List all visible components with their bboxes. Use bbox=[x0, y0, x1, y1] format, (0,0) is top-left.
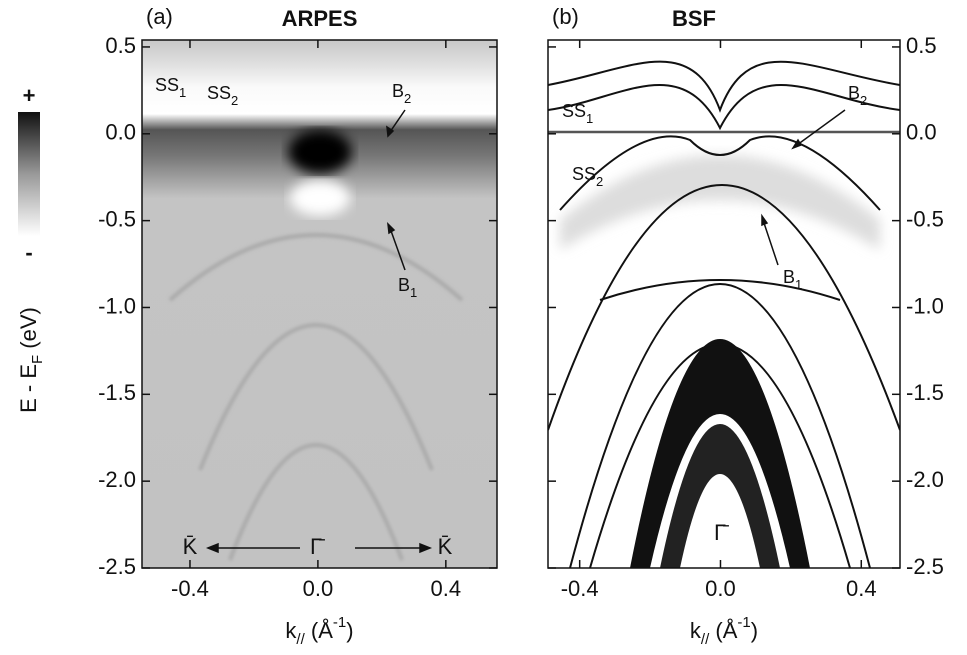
annotation-sub: 1 bbox=[179, 85, 186, 100]
panel-label: (a) bbox=[146, 4, 173, 29]
arrows bbox=[205, 109, 846, 554]
x-axis-label: k// (Å-1) bbox=[690, 614, 758, 648]
x-axis-label-part: // bbox=[296, 631, 305, 648]
x-axis-label-part: (Å bbox=[709, 618, 737, 643]
y-tick-label: 0.0 bbox=[105, 120, 136, 145]
annotation-text: SS bbox=[207, 83, 231, 103]
annotation-sub: 2 bbox=[860, 93, 867, 108]
annotation: K̄ bbox=[438, 534, 453, 559]
arpes-image bbox=[142, 40, 497, 568]
y-tick-label: -0.5 bbox=[906, 206, 944, 231]
x-axis-label-part: (Å bbox=[305, 618, 333, 643]
plot-frame bbox=[547, 39, 901, 569]
x-axis-label-part: k bbox=[690, 618, 702, 643]
y-tick-label: 0.5 bbox=[906, 33, 937, 58]
y-tick-label: 0.0 bbox=[906, 120, 937, 145]
annotation-text: SS bbox=[155, 75, 179, 95]
y-axis-label-part: (eV) bbox=[16, 307, 41, 355]
annotation: B2 bbox=[848, 83, 867, 108]
annotation-sub: 1 bbox=[795, 277, 802, 292]
annotation-text: SS bbox=[572, 164, 596, 184]
chart-title: BSF bbox=[672, 6, 716, 31]
annotation-text: B bbox=[848, 83, 860, 103]
colorbar-label: - bbox=[25, 240, 32, 265]
y-tick-label: -1.0 bbox=[98, 293, 136, 318]
annotation-sub: 2 bbox=[404, 91, 411, 106]
y-axis-label: E - EF (eV) bbox=[16, 307, 47, 413]
annotation-sub: 1 bbox=[586, 111, 593, 126]
annotation: Γ̄ bbox=[310, 534, 325, 559]
y-tick-label: -1.5 bbox=[98, 380, 136, 405]
y-tick-label: -2.5 bbox=[906, 554, 944, 579]
bsf-image bbox=[548, 40, 900, 568]
y-tick-label: -1.5 bbox=[906, 380, 944, 405]
panel-label: (b) bbox=[552, 4, 579, 29]
annotation-sub: 2 bbox=[596, 174, 603, 189]
annotation-sub: 1 bbox=[410, 285, 417, 300]
y-tick-label: -2.0 bbox=[906, 467, 944, 492]
x-axis-label-part: ) bbox=[346, 618, 353, 643]
x-tick-label: 0.0 bbox=[705, 576, 736, 601]
x-tick-label: 0.4 bbox=[431, 576, 462, 601]
y-axis-label-part: F bbox=[29, 355, 46, 364]
annotation-text: K̄ bbox=[183, 534, 198, 559]
x-axis-label-part: ) bbox=[751, 618, 758, 643]
annotation-text: SS bbox=[562, 101, 586, 121]
annotation-text: B bbox=[783, 267, 795, 287]
annotation: SS2 bbox=[572, 164, 603, 189]
y-tick-label: -1.0 bbox=[906, 293, 944, 318]
x-axis-label: k// (Å-1) bbox=[285, 614, 353, 648]
annotation: SS1 bbox=[155, 75, 186, 100]
colorbar bbox=[18, 112, 40, 236]
annotation-text: B bbox=[392, 81, 404, 101]
colorbar-label: + bbox=[23, 83, 36, 108]
annotation-text: B bbox=[398, 275, 410, 295]
y-axis-label-part: E - E bbox=[16, 364, 41, 413]
annotation: K̄ bbox=[183, 534, 198, 559]
annotation: Γ̄ bbox=[714, 520, 729, 545]
x-tick-label: 0.4 bbox=[846, 576, 877, 601]
x-axis-label-part: k bbox=[285, 618, 297, 643]
y-tick-label: -2.5 bbox=[98, 554, 136, 579]
annotation: B1 bbox=[398, 275, 417, 300]
annotation-text: K̄ bbox=[438, 534, 453, 559]
x-tick-label: -0.4 bbox=[171, 576, 209, 601]
x-axis-label-part: -1 bbox=[333, 614, 346, 631]
plot-frame bbox=[141, 39, 498, 569]
chart-title: ARPES bbox=[282, 6, 358, 31]
x-axis-label-part: // bbox=[701, 631, 710, 648]
y-tick-label: 0.5 bbox=[105, 33, 136, 58]
annotation: B1 bbox=[783, 267, 802, 292]
x-axis-label-part: -1 bbox=[737, 614, 750, 631]
annotation-text: Γ̄ bbox=[310, 534, 325, 559]
annotation: SS2 bbox=[207, 83, 238, 108]
annotation: B2 bbox=[392, 81, 411, 106]
annotation: SS1 bbox=[562, 101, 593, 126]
annotation-text: Γ̄ bbox=[714, 520, 729, 545]
x-tick-label: -0.4 bbox=[561, 576, 599, 601]
y-tick-label: -2.0 bbox=[98, 467, 136, 492]
y-tick-label: -0.5 bbox=[98, 206, 136, 231]
x-tick-label: 0.0 bbox=[303, 576, 334, 601]
annotation-sub: 2 bbox=[231, 93, 238, 108]
